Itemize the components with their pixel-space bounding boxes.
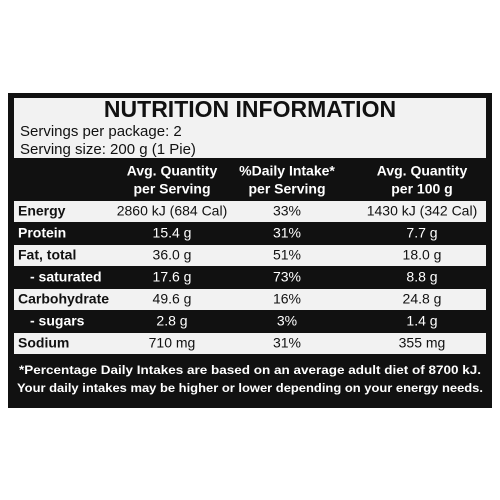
cell-value: 355 mg [399,335,446,351]
row-label: - saturated [30,269,102,285]
column-header: Avg. Quantity [377,163,468,179]
cell-value: 24.8 g [403,291,442,307]
table: Avg. Quantity per Serving %Daily Intake* pe… [14,163,486,354]
title: NUTRITION INFORMATION [104,96,396,122]
serving-size: Serving size: 200 g (1 Pie) [20,141,196,158]
column-header: %Daily Intake* [239,163,335,179]
row-label: Carbohydrate [18,291,109,307]
cell-value: 31% [273,335,301,351]
cell-value: 3% [277,313,297,329]
title-box [14,98,486,158]
row-background [14,333,486,354]
column-header: per Serving [133,181,210,197]
row-background [14,289,486,310]
cell-value: 710 mg [149,335,196,351]
row-label: Fat, total [18,247,76,263]
cell-value: 1430 kJ (342 Cal) [367,203,478,219]
cell-value: 15.4 g [153,225,192,241]
footnote: Your daily intakes may be higher or lowe… [17,381,483,395]
row-background [14,245,486,266]
row-label: Energy [18,203,66,219]
cell-value: 17.6 g [153,269,192,285]
cell-value: 2860 kJ (684 Cal) [117,203,228,219]
cell-value: 8.8 g [406,269,437,285]
cell-value: 73% [273,269,301,285]
row-background [14,201,486,222]
column-header: Avg. Quantity [127,163,218,179]
column-header: per Serving [248,181,325,197]
cell-value: 18.0 g [403,247,442,263]
cell-value: 1.4 g [406,313,437,329]
row-label: Protein [18,225,66,241]
row-label: - sugars [30,313,85,329]
cell-value: 36.0 g [153,247,192,263]
cell-value: 16% [273,291,301,307]
cell-value: 33% [273,203,301,219]
servings: Servings per package: 2 [20,123,182,140]
cell-value: 2.8 g [156,313,187,329]
cell-value: 51% [273,247,301,263]
footnote: *Percentage Daily Intakes are based on a… [19,363,481,377]
cell-value: 31% [273,225,301,241]
cell-value: 49.6 g [153,291,192,307]
column-header: per 100 g [391,181,452,197]
row-label: Sodium [18,335,69,351]
cell-value: 7.7 g [406,225,437,241]
